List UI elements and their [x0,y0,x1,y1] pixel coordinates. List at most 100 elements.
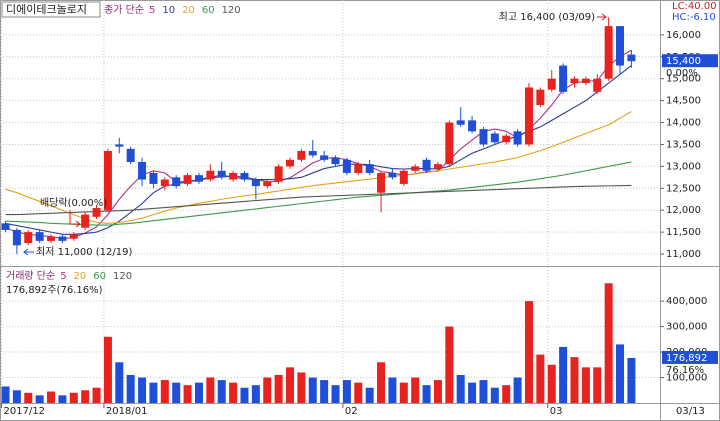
x-tick-label: 02 [345,406,358,417]
volume-bar [456,374,465,403]
candle-body [456,120,465,125]
candle-body [445,122,454,165]
candle-body [342,159,351,173]
volume-bar [354,382,363,403]
candle-body [183,175,192,184]
candle-body [297,151,306,160]
volume-bar [524,301,533,403]
candle-body [274,166,283,182]
last-price-label: 15,400 [666,56,701,67]
candle-body [286,159,294,167]
candle-body [240,172,249,180]
candle-body [570,78,579,84]
volume-bar [126,374,135,403]
legend-entry: 60 [202,5,215,16]
candle-body [69,234,78,239]
volume-bar [240,387,249,403]
candle-body [524,87,533,145]
cursor-date: 03/13 [676,406,705,417]
candle-body [399,170,408,184]
volume-bar [183,385,192,403]
volume-bar [388,377,397,403]
volume-bar [24,392,33,403]
volume-bar [81,390,90,403]
volume-bar [103,336,112,403]
annotation: 배당락(0.00%) [40,197,107,209]
volume-bar [297,372,306,403]
candle-body [35,232,44,241]
y-tick-label: 14,000 [666,118,701,129]
volume-bar [581,367,590,403]
volume-summary: 176,892주(76.16%) [6,285,103,296]
x-tick-label: 03 [550,406,563,417]
candle-body [172,177,181,187]
volume-bar [172,382,181,403]
volume-bar [513,377,522,403]
candle-body [103,151,112,211]
candle-body [138,161,147,180]
y-tick-label: 400,000 [666,296,707,307]
candle-body [1,223,10,230]
legend-entry: 60 [93,271,106,282]
candle-body [433,164,442,169]
y-tick-label: 14,500 [666,96,701,107]
candle-body [160,179,169,187]
volume-bar [377,362,386,403]
volume-bar [365,387,374,403]
legend-entry: 20 [182,5,195,16]
candle-body [92,208,101,217]
volume-bar [616,344,625,403]
legend-entry: 10 [162,5,175,16]
volume-bar [479,380,488,403]
candle-body [479,129,488,145]
volume-bar [593,367,602,403]
volume-bar [445,326,454,403]
y-tick-label: 100,000 [666,373,707,384]
y-tick-label: 11,000 [666,249,701,260]
volume-bar [263,377,272,403]
lc-label: LC:40.00 [672,1,717,12]
volume-bar [490,387,499,403]
candle-body [58,236,67,241]
candle-body [411,166,420,171]
volume-bar [570,357,579,403]
volume-bar [422,385,431,403]
legend-entry: 120 [113,271,132,282]
candle-body [490,133,499,143]
volume-bar [604,283,613,403]
y-tick-label: 11,500 [666,227,701,238]
candle-body [377,172,386,193]
legend-prefix: 거래량 단순 [6,270,55,282]
candle-body [263,181,272,187]
volume-bar [547,364,556,403]
volume-bar [251,385,260,403]
legend-entry: 5 [149,5,155,16]
volume-bar [536,354,545,403]
volume-bar [320,380,329,403]
annotation: 최고 16,400 (03/09) [499,11,595,23]
annotation-arrow [69,210,81,228]
last-volume-label: 176,892 [666,353,707,364]
legend-entry: 5 [60,271,66,282]
volume-bar [468,382,477,403]
candle-body [581,78,590,84]
candle-body [12,229,21,246]
volume-bar [342,380,351,403]
candle-body [388,172,397,178]
volume-bar [92,387,101,403]
x-tick-label: 2017/12 [4,406,46,417]
volume-bar [331,385,340,403]
volume-bar [138,377,147,403]
change-label: 0.00% [666,68,698,79]
y-tick-label: 15,000 [666,74,701,85]
candle-body [559,65,568,92]
legend-prefix: 종가 단순 [104,4,144,16]
ma-line [5,111,632,224]
volume-bar [627,357,636,403]
last-volume-box [662,350,718,364]
candle-body [217,170,226,178]
y-tick-label: 12,000 [666,205,701,216]
chart-title: 디에이테크놀로지 [6,3,87,16]
volume-bar [217,380,226,403]
legend-entry: 20 [74,271,87,282]
